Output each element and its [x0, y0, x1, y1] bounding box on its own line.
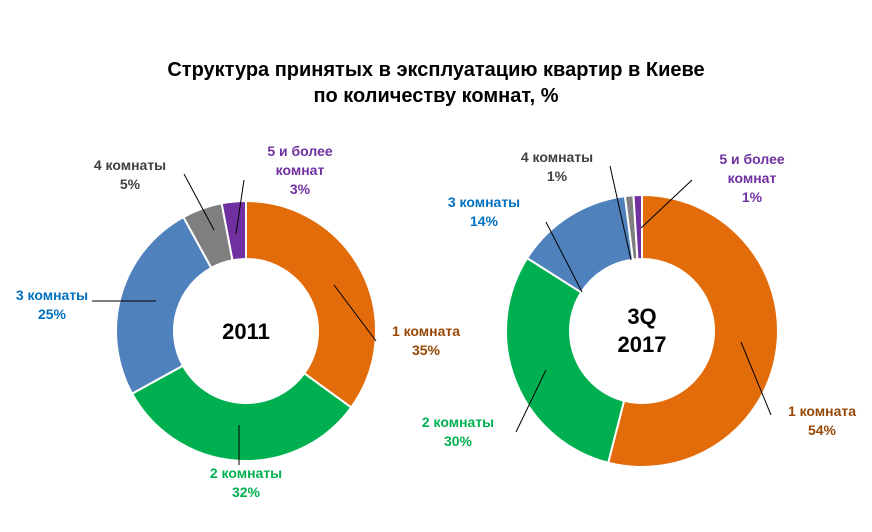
data-label-name: 2 комнаты [422, 414, 494, 430]
data-label-pct: 14% [470, 213, 499, 229]
donut-chart-1: 2011 1 комната 35% 2 комнаты 32% 3 комнаты 25%… [16, 143, 460, 500]
slice-5 [220, 199, 247, 262]
data-label-pct: 3% [290, 181, 311, 197]
data-label-name: 4 комнаты [94, 157, 166, 173]
slice-1 [606, 193, 779, 468]
center-label: 2017 [618, 332, 667, 357]
slice-3 [115, 215, 213, 395]
data-label-pct: 32% [232, 484, 261, 500]
leader-line [235, 179, 245, 235]
center-label: 2011 [222, 319, 270, 344]
slice-5 [632, 193, 643, 261]
data-label-pct: 5% [120, 176, 141, 192]
data-label-name: 4 комнаты [521, 149, 593, 165]
donuts-group: 2011 1 комната 35% 2 комнаты 32% 3 комнаты 25%… [16, 143, 856, 500]
data-label-name: 1 комната [788, 403, 856, 419]
data-label-name: 5 и более [719, 151, 785, 167]
chart-title-line-2: по количеству комнат, % [313, 85, 558, 107]
data-label-name: комнат [728, 170, 777, 186]
leader-line [183, 173, 215, 231]
data-label-pct: 25% [38, 306, 67, 322]
chart-title-line-1: Структура принятых в эксплуатацию кварти… [167, 59, 704, 81]
leader-line [609, 165, 632, 261]
data-label-pct: 1% [547, 168, 568, 184]
data-label-name: 5 и более [267, 143, 333, 159]
donut-chart-2: 3Q 2017 1 комната 54% 2 комнаты 30% 3 комнаты 1… [422, 149, 856, 468]
leader-line [545, 221, 583, 293]
data-label-pct: 30% [444, 433, 473, 449]
leader-line [640, 179, 693, 229]
slice-2 [130, 364, 353, 462]
data-label-name: 1 комната [392, 323, 460, 339]
leader-line [515, 369, 547, 433]
leader-line [740, 341, 772, 416]
slice-2 [505, 256, 626, 464]
leader-line [333, 284, 377, 342]
data-label-name: 3 комнаты [16, 287, 88, 303]
center-label: 3Q [627, 304, 656, 329]
data-label-pct: 54% [808, 422, 837, 438]
data-label-name: комнат [276, 162, 325, 178]
data-label-pct: 35% [412, 342, 441, 358]
slice-1 [245, 199, 377, 409]
data-label-name: 2 комнаты [210, 465, 282, 481]
data-label-name: 3 комнаты [448, 194, 520, 210]
data-label-pct: 1% [742, 189, 763, 205]
